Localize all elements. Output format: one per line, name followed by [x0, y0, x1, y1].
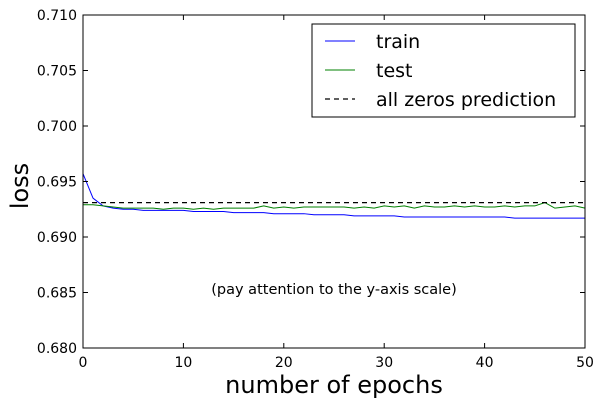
- x-tick-label: 10: [174, 355, 192, 371]
- legend-label-train: train: [376, 31, 420, 53]
- x-axis-title: number of epochs: [225, 371, 443, 399]
- y-tick-label: 0.690: [37, 230, 77, 246]
- axis-ticks: [82, 14, 586, 349]
- legend-label-test: test: [376, 60, 413, 82]
- scale-annotation: (pay attention to the y-axis scale): [211, 282, 457, 298]
- x-tick-label: 0: [79, 355, 88, 371]
- series-line-train: [82, 173, 585, 219]
- y-tick-label: 0.685: [37, 286, 77, 302]
- plot-marks: [82, 173, 586, 219]
- y-tick-label: 0.710: [37, 8, 77, 24]
- tick-labels: 0 10 20 30 40 50 0.680 0.685 0.690 0.695 0.700 0.70…: [37, 8, 594, 371]
- legend-label-all-zeros: all zeros prediction: [376, 89, 556, 111]
- y-tick-label: 0.695: [37, 175, 77, 191]
- legend: train test all zeros prediction: [311, 23, 576, 118]
- series-line-test: [83, 202, 586, 210]
- x-tick-label: 30: [375, 355, 393, 371]
- y-tick-label: 0.705: [37, 64, 77, 80]
- legend-box: [311, 23, 576, 118]
- y-axis-title: loss: [6, 163, 34, 209]
- x-tick-label: 40: [476, 355, 494, 371]
- x-tick-label: 20: [275, 355, 293, 371]
- y-tick-label: 0.700: [37, 119, 77, 135]
- x-tick-label: 50: [576, 355, 594, 371]
- y-tick-label: 0.680: [37, 341, 77, 357]
